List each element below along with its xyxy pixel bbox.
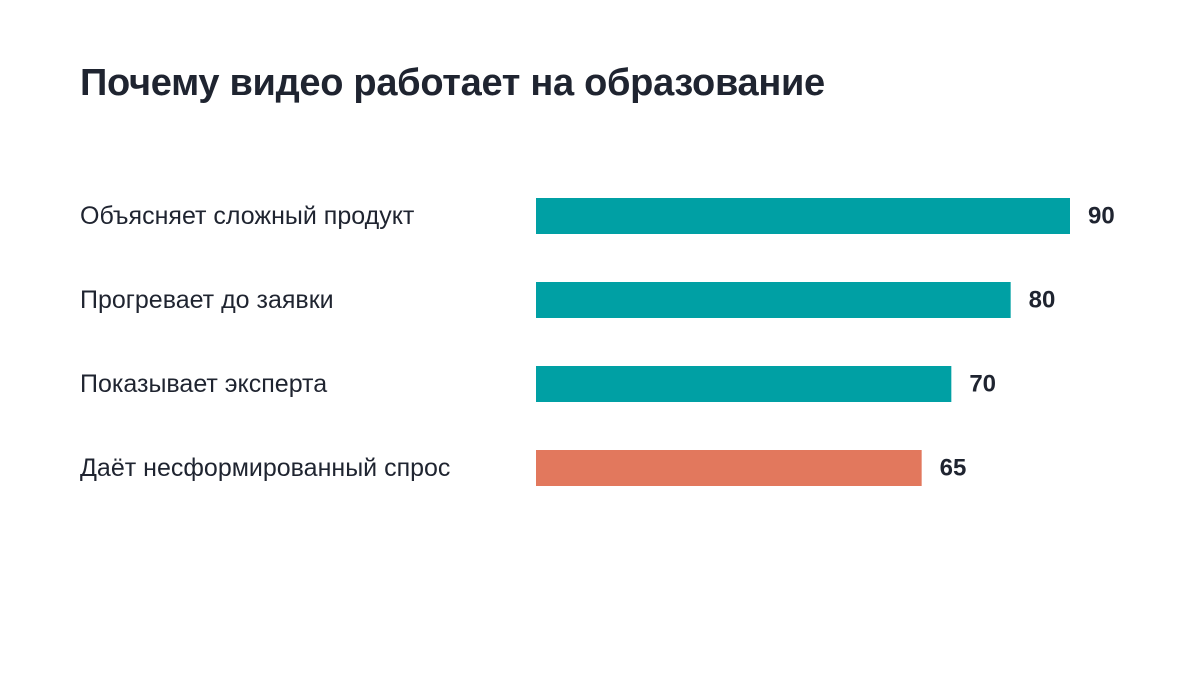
category-label: Даёт несформированный спрос [80,454,450,482]
bar [536,198,1070,234]
value-label: 65 [940,455,967,482]
value-label: 70 [969,371,996,398]
bar [536,366,952,402]
bar [536,450,922,486]
category-label: Показывает эксперта [80,370,327,398]
chart-title: Почему видео работает на образование [80,62,825,104]
value-label: 80 [1029,287,1056,314]
bar [536,282,1011,318]
value-label: 90 [1088,203,1115,230]
category-label: Прогревает до заявки [80,286,334,314]
category-label: Объясняет сложный продукт [80,202,415,230]
